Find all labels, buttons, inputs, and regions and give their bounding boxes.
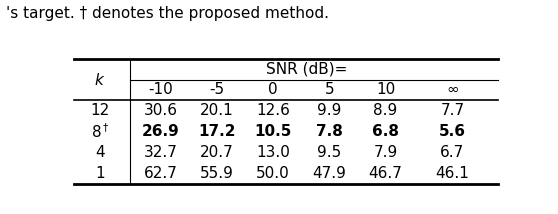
Text: -10: -10 xyxy=(148,82,173,97)
Text: 32.7: 32.7 xyxy=(143,145,177,160)
Text: 5.6: 5.6 xyxy=(439,124,466,139)
Text: 6.8: 6.8 xyxy=(372,124,399,139)
Text: 8.9: 8.9 xyxy=(373,103,397,118)
Text: 4: 4 xyxy=(95,145,105,160)
Text: 7.9: 7.9 xyxy=(373,145,397,160)
Text: 20.1: 20.1 xyxy=(200,103,234,118)
Text: 5: 5 xyxy=(324,82,334,97)
Text: 55.9: 55.9 xyxy=(200,166,234,181)
Text: 12.6: 12.6 xyxy=(256,103,290,118)
Text: ∞: ∞ xyxy=(446,82,459,97)
Text: 10.5: 10.5 xyxy=(254,124,292,139)
Text: 30.6: 30.6 xyxy=(143,103,177,118)
Text: $8^\dagger$: $8^\dagger$ xyxy=(90,122,109,141)
Text: 13.0: 13.0 xyxy=(256,145,290,160)
Text: 10: 10 xyxy=(376,82,395,97)
Text: 20.7: 20.7 xyxy=(200,145,234,160)
Text: -5: -5 xyxy=(209,82,224,97)
Text: 's target. † denotes the proposed method.: 's target. † denotes the proposed method… xyxy=(6,6,329,21)
Text: 0: 0 xyxy=(268,82,278,97)
Text: 50.0: 50.0 xyxy=(256,166,290,181)
Text: 9.5: 9.5 xyxy=(317,145,341,160)
Text: SNR (dB)=: SNR (dB)= xyxy=(266,62,347,77)
Text: 46.1: 46.1 xyxy=(436,166,469,181)
Text: 6.7: 6.7 xyxy=(440,145,465,160)
Text: 7.8: 7.8 xyxy=(316,124,343,139)
Text: 9.9: 9.9 xyxy=(317,103,341,118)
Text: 17.2: 17.2 xyxy=(198,124,235,139)
Text: $k$: $k$ xyxy=(94,71,105,88)
Text: 1: 1 xyxy=(95,166,105,181)
Text: 46.7: 46.7 xyxy=(368,166,402,181)
Text: 26.9: 26.9 xyxy=(142,124,180,139)
Text: 62.7: 62.7 xyxy=(143,166,177,181)
Text: 12: 12 xyxy=(90,103,109,118)
Text: 7.7: 7.7 xyxy=(440,103,464,118)
Text: 47.9: 47.9 xyxy=(312,166,346,181)
